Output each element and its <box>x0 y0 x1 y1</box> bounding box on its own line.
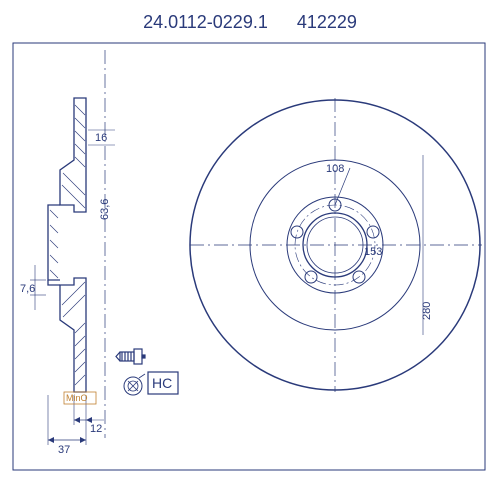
dim-offset: 7,6 <box>20 283 35 295</box>
front-view: 108 153 280 <box>190 98 482 392</box>
dim-bolt-circle: 108 <box>326 163 344 175</box>
dim-hub-diameter: 63,6 <box>99 199 111 220</box>
bolt-hc-group: HC <box>116 349 178 395</box>
mino-label: MinO <box>66 393 88 403</box>
dim-width-bottom: 37 <box>58 444 70 456</box>
dim-center-bore: 153 <box>364 246 382 258</box>
technical-drawing: 108 153 280 <box>0 0 500 500</box>
dim-thickness-top: 16 <box>95 132 107 144</box>
hc-label: HC <box>152 375 172 391</box>
frame <box>13 43 485 470</box>
dim-thickness: 12 <box>90 423 102 435</box>
side-view: 16 63,6 7,6 37 12 MinO <box>20 50 115 456</box>
